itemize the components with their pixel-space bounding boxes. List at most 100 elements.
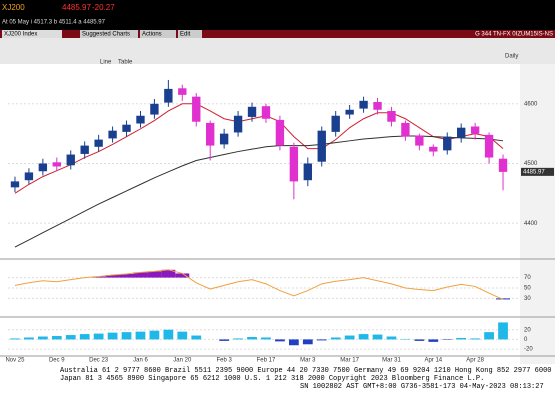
candle-body (122, 125, 130, 132)
candle-body (39, 163, 47, 171)
histogram-bar (275, 339, 285, 341)
x-tick-label: Jan 6 (133, 358, 148, 364)
candle-body (457, 128, 465, 138)
candle-body (94, 140, 102, 147)
histogram-bar (456, 338, 466, 339)
candle-body (67, 155, 75, 166)
actions[interactable]: Actions (142, 32, 162, 38)
histogram-bar (94, 334, 104, 340)
histogram-bar (345, 336, 355, 340)
histogram-bar (387, 337, 397, 340)
candle-body (345, 110, 353, 115)
histogram-bar (24, 337, 34, 339)
histogram-bar (136, 332, 146, 340)
histogram-bar (261, 337, 271, 339)
x-tick-label: Mar 31 (382, 358, 401, 364)
x-tick-label: Apr 28 (466, 358, 484, 364)
candle-body (136, 116, 144, 124)
rsi-line (15, 270, 503, 300)
candle-body (304, 163, 312, 180)
right-axis (520, 64, 555, 364)
y-tick-label: 20 (524, 327, 531, 333)
histogram-bar (108, 333, 118, 340)
y-tick-label: 30 (524, 296, 531, 302)
candle-body (373, 102, 381, 110)
candle-body (429, 147, 437, 152)
histogram-bar (331, 337, 341, 339)
histogram-bar (66, 335, 76, 339)
candle-body (359, 101, 367, 109)
candle-body (415, 135, 423, 145)
candle-body (234, 116, 242, 133)
x-tick-label: Dec 9 (49, 358, 65, 364)
y-tick-label: 4600 (524, 101, 538, 107)
histogram-bar (317, 339, 327, 340)
x-tick-label: Feb 3 (216, 358, 232, 364)
y-tick-label: 4400 (524, 221, 538, 227)
histogram-bar (484, 332, 494, 339)
histogram-bar (177, 332, 187, 340)
candle-body (81, 146, 89, 154)
last-price: 4485.97 (523, 169, 545, 175)
histogram-bar (373, 335, 383, 340)
candle-body (401, 123, 409, 137)
histogram-bar (38, 337, 48, 340)
right-info: G 344 TN-FX 0IZUM15IS-NS (475, 32, 553, 38)
candle-body (178, 88, 186, 95)
quote: At 05 May i 4517.3 b 4511.4 a 4485.97 (2, 20, 106, 26)
histogram-bar (470, 338, 480, 339)
candle-body (262, 106, 270, 119)
x-tick-label: Jan 20 (173, 358, 192, 364)
y-tick-label: 4500 (524, 161, 538, 167)
candle-body (150, 104, 158, 115)
candle-body (471, 126, 479, 133)
edit[interactable]: Edit (180, 32, 191, 38)
histogram-bar (247, 337, 257, 339)
candle-body (53, 162, 61, 166)
y-tick-label: -20 (524, 347, 533, 353)
candle-body (443, 137, 451, 151)
candle-body (485, 135, 493, 158)
candle-body (192, 97, 200, 122)
period[interactable]: Daily (505, 54, 518, 60)
overbought-fill (147, 271, 161, 277)
x-tick-label: Mar 17 (340, 358, 359, 364)
security[interactable]: XJ200 Index (4, 32, 37, 38)
histogram-bar (233, 338, 243, 339)
candle-body (276, 120, 284, 146)
footer-line: SN 1002802 AST GMT+8:00 G736-3581-173 04… (300, 383, 544, 391)
x-tick-label: Mar 3 (300, 358, 316, 364)
candle-body (332, 116, 340, 132)
candle-body (206, 123, 214, 146)
x-tick-label: Feb 17 (257, 358, 276, 364)
footer-line: Australia 61 2 9777 8600 Brazil 5511 239… (60, 367, 551, 375)
y-tick-label: 70 (524, 275, 531, 281)
histogram-bar (498, 322, 508, 339)
suggested-charts[interactable]: Suggested Charts (82, 32, 130, 38)
footer-line: Japan 81 3 4565 8900 Singapore 65 6212 1… (60, 375, 484, 383)
histogram-bar (359, 334, 369, 339)
candle-body (108, 131, 116, 139)
candle-body (164, 89, 172, 103)
histogram-bar (150, 331, 160, 340)
table-button[interactable]: Table (118, 60, 133, 66)
x-tick-label: Apr 14 (424, 358, 442, 364)
x-tick-label: Dec 23 (89, 358, 109, 364)
candle-body (290, 147, 298, 182)
candle-body (248, 107, 256, 117)
candle-body (318, 131, 326, 162)
x-tick-label: Nov 25 (5, 358, 25, 364)
histogram-bar (122, 332, 132, 339)
histogram-bar (80, 334, 90, 339)
change: -20.27 (92, 3, 115, 12)
line-button[interactable]: Line (100, 60, 112, 66)
histogram-bar (163, 330, 173, 340)
histogram-bar (191, 336, 201, 340)
histogram-bar (414, 339, 424, 340)
histogram-bar (303, 339, 313, 344)
histogram-bar (289, 339, 299, 345)
ticker: XJ200 (2, 3, 25, 12)
candle-body (25, 172, 33, 180)
candle-body (387, 111, 395, 122)
